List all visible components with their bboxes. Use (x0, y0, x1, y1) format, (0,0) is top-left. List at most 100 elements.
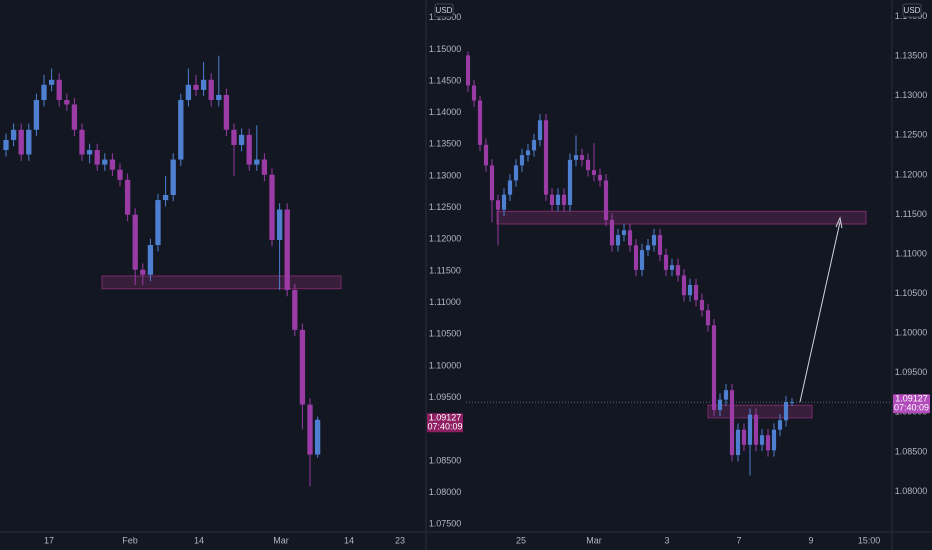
candle-body (771, 429, 777, 451)
x-tick-label: 3 (664, 535, 669, 545)
candle-body (140, 269, 146, 275)
candle-body (645, 245, 651, 251)
candle-body (3, 139, 9, 151)
candle-body (717, 399, 723, 410)
y-tick-label: 1.10000 (429, 360, 462, 370)
candle-body (579, 155, 585, 160)
x-tick-label: 14 (194, 535, 204, 545)
candle-body (86, 150, 93, 155)
candle-body (651, 235, 657, 246)
last-price-box (427, 413, 463, 433)
currency-badge-bg (902, 3, 922, 18)
zone (101, 275, 342, 290)
x-tick-label: Feb (122, 535, 138, 545)
candle-body (747, 414, 753, 445)
candle-body (155, 200, 161, 246)
y-tick-label: 1.08000 (895, 486, 928, 496)
candle-body (603, 180, 609, 221)
candle-body (663, 254, 669, 270)
candle-body (555, 194, 561, 205)
candle-body (777, 420, 783, 430)
y-tick-label: 1.11000 (895, 248, 927, 258)
candle-body (489, 165, 495, 201)
candle-body (299, 329, 306, 405)
candle-body (124, 179, 131, 215)
candle-body (231, 129, 237, 145)
candle-body (549, 194, 555, 205)
x-tick-label: 23 (395, 535, 405, 545)
candle-body (71, 104, 78, 130)
candle-body (269, 174, 275, 240)
candle-body (307, 404, 313, 455)
x-tick-label: Mar (586, 535, 602, 545)
candle-body (223, 94, 230, 130)
candle-body (64, 100, 70, 105)
y-tick-label: 1.11000 (429, 297, 461, 307)
candle-body (693, 284, 699, 300)
candle-body (699, 299, 705, 311)
candle-body (41, 84, 47, 101)
x-tick-label: 9 (808, 535, 813, 545)
candle-body (48, 79, 55, 85)
y-tick-label: 1.08500 (429, 455, 462, 465)
last-price-box (893, 394, 930, 414)
candle-body (591, 170, 597, 175)
y-tick-label: 1.13500 (895, 51, 928, 61)
candle-body (537, 120, 543, 141)
candle-body (765, 435, 771, 451)
candle-body (284, 209, 290, 290)
candle-body (162, 195, 169, 201)
candle-body (759, 435, 765, 445)
candle-body (633, 245, 639, 270)
candle-body (477, 100, 483, 145)
candle-body (753, 414, 759, 445)
candle-body (513, 165, 519, 181)
candle-body (170, 159, 176, 196)
candle-body (531, 140, 537, 151)
y-tick-label: 1.12000 (895, 169, 928, 179)
y-tick-label: 1.12500 (895, 130, 928, 140)
candle-body (711, 325, 717, 410)
x-tick-label: 15:00 (858, 535, 881, 545)
candle-body (79, 129, 85, 155)
y-tick-label: 1.10500 (895, 288, 928, 298)
last-price-label: 1.09127 (895, 394, 928, 404)
x-tick-label: 17 (44, 535, 54, 545)
candle-body (519, 155, 525, 166)
candle-body (615, 235, 621, 246)
charts: 1.155001.150001.145001.140001.135001.130… (3, 3, 930, 545)
candle-body (102, 159, 108, 165)
candle-body (567, 159, 573, 205)
candle-body (216, 94, 222, 101)
candle-body (669, 265, 675, 270)
plot (466, 51, 891, 476)
candle-body (147, 245, 154, 275)
candle-body (585, 159, 591, 171)
candle-body (729, 390, 735, 456)
candle-body (741, 429, 747, 445)
candle-body (132, 214, 138, 270)
y-tick-label: 1.10000 (895, 328, 928, 338)
candle-body (609, 220, 615, 246)
candle-body (117, 169, 123, 180)
x-tick-label: Mar (273, 535, 289, 545)
candle-body (26, 129, 32, 155)
candle-body (639, 250, 645, 270)
candle-body (238, 134, 245, 145)
candle-body (687, 284, 693, 296)
candle-body (657, 235, 663, 255)
y-tick-label: 1.08500 (895, 446, 928, 456)
candle-body (735, 429, 741, 456)
candle-body (723, 390, 729, 400)
candle-body (208, 79, 214, 101)
y-tick-label: 1.07500 (429, 519, 462, 529)
projection-arrow (799, 221, 841, 403)
arrow-head (835, 216, 843, 229)
candle-body (185, 84, 192, 101)
y-tick-label: 1.13000 (895, 90, 928, 100)
zone (496, 210, 867, 225)
candle-body (681, 275, 687, 296)
y-tick-label: 1.11500 (895, 209, 927, 219)
